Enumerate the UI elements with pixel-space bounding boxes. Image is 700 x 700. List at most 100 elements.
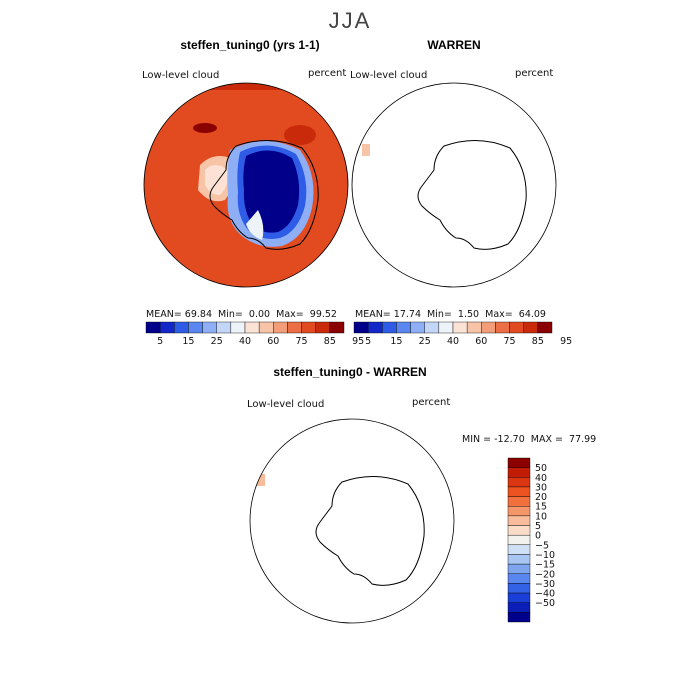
panel3-colorbar-swatch [507,573,531,584]
panel3-min-label: MIN = [462,434,492,445]
panel2-colorbar-swatch [396,321,411,334]
panel2-mean-label: MEAN= [355,309,391,320]
panel2-colorbar-tick-label: 15 [390,336,402,347]
panel1-colorbar-tick-label: 25 [211,336,223,347]
panel2-colorbar-swatch [382,321,397,334]
panel1-colorbar-swatch [329,321,345,334]
panel3-difference-patch [257,474,265,486]
panel1-min-value: 0.00 [248,309,271,320]
panel1-title: steffen_tuning0 (yrs 1-1) [180,38,320,52]
panel2-coastline [417,139,527,250]
panel3-colorbar-swatch [507,602,531,613]
panel1-coastal-patch [205,165,229,195]
panel2-colorbar-swatch [481,321,496,334]
panel1-high-patch [284,125,316,145]
panel1-ice-shelf-patch [246,210,264,240]
panel3-colorbar-tick-label: 0 [535,531,541,542]
panel2-variable-label: Low-level cloud [350,70,428,81]
panel2-colorbar-swatch [438,321,454,334]
panel2-colorbar-swatch [509,321,524,334]
panel1-colorbar-swatch [287,321,302,334]
panel3-colorbar-swatch [507,592,531,603]
panel2-colorbar-tick-label: 60 [475,336,487,347]
panel3-colorbar-tick-label: 30 [535,482,547,493]
panel2-max-value: 64.09 [518,309,546,320]
panel3-coastline [315,475,425,586]
panel1-colorbar-swatch [174,321,189,334]
panel3-colorbar-swatch [507,563,531,574]
panel3-colorbar-swatch [507,525,531,536]
panel2-observed-patch [362,144,370,156]
panel2-map [352,83,556,287]
panel3-colorbar-swatch [507,477,531,488]
panel3-max-value: 77.99 [569,434,597,445]
panel1-colorbar-swatch [159,321,175,334]
panel3-colorbar-tick-label: −10 [535,550,555,561]
panel1-colorbar-tick-label: 95 [352,336,364,347]
panel1-colorbar-swatch [230,321,246,334]
panel3-colorbar-swatch [507,612,531,623]
panel2-max-label: Max= [485,309,513,320]
panel1-min-label: Min= [218,309,243,320]
panel1-colorbar-swatch [273,321,288,334]
panel3-min-value: -12.70 [494,434,525,445]
panel3-map-border [249,418,455,624]
panel3-map [250,419,454,623]
panel1-colorbar-tick-label: 75 [296,336,308,347]
panel2-colorbar-swatch [452,321,468,334]
panel3-units-label: percent [412,397,451,408]
panel3-colorbar-swatch [507,486,531,497]
panel3-colorbar-swatch [507,506,531,517]
panel3-colorbar-tick-label: −50 [535,598,555,609]
panel1-units-label: percent [308,68,347,79]
panel1-colorbar-tick-label: 15 [182,336,194,347]
panel2-colorbar-tick-label: 25 [419,336,431,347]
panel2-mean-value: 17.74 [393,309,421,320]
panel3-colorbar-swatch [507,554,531,565]
panel1-colorbar-swatch [301,321,316,334]
panel2-colorbar-swatch [424,321,440,334]
panel3-colorbar-swatch [507,467,531,478]
panel2-min-label: Min= [427,309,452,320]
panel2-colorbar-swatch [353,321,369,334]
panel2-colorbar-tick-label: 95 [560,336,572,347]
panel1-colorbar-swatch [216,321,232,334]
panel2-colorbar-tick-label: 85 [532,336,544,347]
panel3-title: steffen_tuning0 - WARREN [273,365,427,379]
panel3-colorbar-swatch [507,515,531,526]
panel3-colorbar-swatch [507,544,531,555]
panel1-max-value: 99.52 [309,309,337,320]
panel1-mean-label: MEAN= [146,309,182,320]
panel2-title: WARREN [427,38,481,52]
panel1-stats: MEAN= 69.84 Min= 0.00 Max= 99.52 [146,309,337,320]
panel1-colorbar-swatch [145,321,161,334]
panel1-mean-value: 69.84 [184,309,212,320]
panel2-stats: MEAN= 17.74 Min= 1.50 Max= 64.09 [355,309,546,320]
panel2-colorbar-swatch [495,321,510,334]
panel1-high-patch [193,123,217,133]
season-title: JJA [328,8,372,33]
panel3-max-label: MAX = [530,434,563,445]
panel3-colorbar-swatch [507,534,531,546]
panel1-colorbar: 5 15 25 40 60 75 85 95 [145,321,364,347]
panel1-colorbar-tick-label: 60 [267,336,279,347]
panel2-colorbar-swatch [367,321,383,334]
panel3-colorbar-swatch [507,457,531,468]
panel3-colorbar-tick-label: 5 [535,521,541,532]
panel1-colorbar-swatch [202,321,217,334]
panel2-colorbar-tick-label: 5 [365,336,371,347]
panel1-colorbar-tick-label: 85 [324,336,336,347]
panel2-colorbar-tick-label: 75 [504,336,516,347]
panel1-coastline [209,139,319,250]
panel3-variable-label: Low-level cloud [247,399,325,410]
panel3-colorbar-tick-label: 40 [535,473,547,484]
panel1-map [144,83,348,287]
panel3-colorbar-tick-label: 10 [535,511,547,522]
panel2-colorbar-swatch [523,321,539,334]
panel1-colorbar-swatch [188,321,203,334]
panel3-ocean-field [250,419,454,623]
panel3-colorbar-tick-label: 20 [535,492,547,503]
panel2-min-value: 1.50 [457,309,480,320]
